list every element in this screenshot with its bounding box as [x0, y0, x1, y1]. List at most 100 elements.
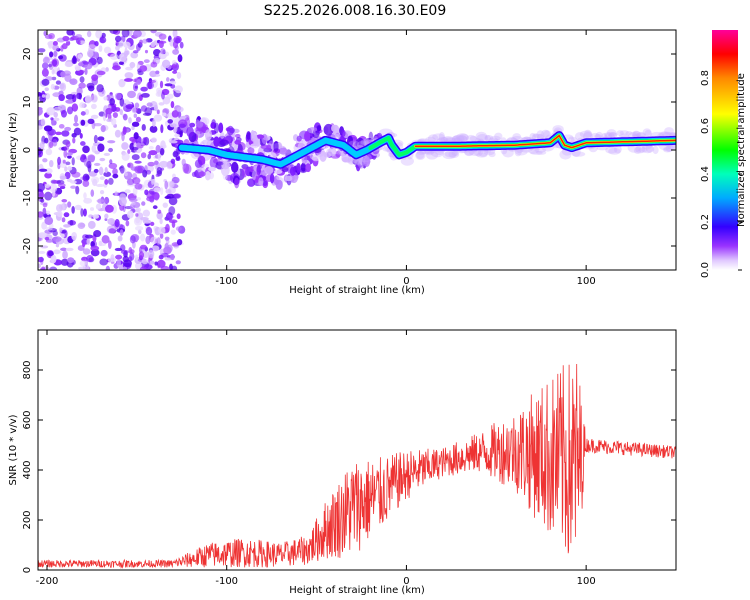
- spectrogram-noise-blob: [103, 152, 111, 156]
- spectrogram-noise-blob: [80, 111, 86, 116]
- snr-y-label: SNR (10 * v/v): [8, 414, 19, 485]
- spectrogram-noise-blob: [156, 109, 160, 115]
- spectrogram-noise-blob: [49, 51, 54, 58]
- spectrogram-noise-blob: [132, 177, 141, 185]
- spectrogram-noise-blob: [41, 68, 49, 77]
- spectrogram-halo: [494, 132, 503, 140]
- spectrogram-halo: [451, 150, 459, 156]
- spectrogram-halo: [541, 129, 550, 138]
- spectrogram-noise-blob: [122, 103, 127, 111]
- spectrogram-noise-blob: [83, 197, 93, 204]
- spectrogram-noise-blob: [127, 162, 134, 169]
- spectrogram-noise-blob: [95, 203, 102, 210]
- y-tick-label: 800: [22, 360, 33, 379]
- spectrogram-noise-blob: [172, 70, 178, 74]
- spectrogram-noise-blob: [109, 30, 119, 34]
- spectrogram-noise-blob: [58, 55, 64, 60]
- spectrogram-halo: [452, 135, 465, 143]
- spectrogram-noise-blob: [162, 202, 169, 208]
- spectrogram-noise-blob: [73, 127, 82, 136]
- spectrogram-noise-blob: [152, 118, 156, 128]
- spectrogram-noise-blob: [123, 41, 131, 48]
- spectrogram-halo: [438, 132, 446, 142]
- spectrogram-halo: [469, 135, 478, 142]
- spectrogram-noise-blob: [93, 162, 101, 167]
- spectrogram-halo: [453, 134, 467, 141]
- spectrogram-noise-blob: [45, 226, 53, 231]
- spectrogram-halo: [464, 149, 474, 157]
- spectrogram-transition-blob: [189, 122, 196, 128]
- spectrogram-halo: [427, 134, 439, 144]
- spectrogram-noise-blob: [129, 197, 138, 203]
- spectrogram-noise-blob: [45, 148, 53, 156]
- spectrogram-transition-blob: [253, 135, 259, 147]
- spectrogram-noise-blob: [150, 30, 157, 34]
- spectrogram-noise-blob: [84, 67, 88, 76]
- spectrogram-noise-blob: [60, 109, 67, 118]
- spectrogram-noise-blob: [123, 266, 128, 270]
- spectrogram-noise-blob: [145, 226, 153, 236]
- spectrogram-transition-blob: [273, 140, 279, 153]
- spectrogram-noise-blob: [125, 104, 135, 109]
- spectrogram-transition-blob: [281, 166, 289, 173]
- spectrogram-transition-blob: [304, 131, 311, 142]
- spectrogram-noise-blob: [101, 32, 106, 38]
- spectrogram-noise-blob: [64, 61, 73, 68]
- spectrogram-noise-blob: [104, 213, 109, 219]
- spectrogram-noise-blob: [38, 107, 43, 116]
- spectrogram-noise-blob: [69, 78, 78, 86]
- spectrogram-noise-blob: [56, 211, 63, 217]
- spectrogram-noise-blob: [142, 38, 148, 44]
- spectrogram-noise-blob: [168, 219, 178, 224]
- spectrogram-transition-blob: [247, 147, 255, 155]
- spectrogram-transition-blob: [341, 129, 346, 137]
- spectrogram-noise-blob: [164, 180, 169, 190]
- spectrogram-transition-blob: [289, 166, 296, 176]
- spectrogram-transition-blob: [231, 161, 239, 173]
- spectrogram-noise-blob: [110, 105, 117, 112]
- colorbar-label: Normalized spectral amplitude: [736, 73, 747, 227]
- spectrogram-noise-blob: [112, 168, 118, 175]
- spectrogram-noise-blob: [171, 64, 178, 69]
- spectrogram-noise-blob: [172, 30, 178, 38]
- spectrogram-transition-blob: [323, 123, 334, 136]
- spectrogram-noise-blob: [112, 112, 118, 118]
- spectrogram-noise-blob: [108, 228, 116, 234]
- spectrogram-noise-blob: [60, 45, 64, 52]
- y-tick-label: 0: [22, 567, 33, 573]
- spectrogram-noise-blob: [131, 201, 136, 206]
- spectrogram-noise-blob: [119, 97, 125, 107]
- spectrogram-halo: [608, 147, 621, 155]
- spectrogram-noise-blob: [167, 119, 173, 124]
- spectrogram-halo: [635, 145, 646, 154]
- spectrogram-noise-blob: [160, 48, 166, 55]
- spectrogram-noise-blob: [176, 106, 184, 113]
- spectrogram-noise-blob: [50, 83, 56, 90]
- spectrogram-noise-blob: [93, 168, 99, 173]
- spectrogram-noise-blob: [60, 233, 65, 238]
- spectrogram-noise-blob: [93, 122, 102, 127]
- spectrogram-noise-blob: [172, 49, 180, 55]
- spectrogram-noise-blob: [114, 219, 120, 228]
- spectrogram-halo: [438, 136, 449, 143]
- spectrogram-noise-blob: [40, 198, 45, 203]
- spectrogram-noise-blob: [79, 76, 85, 83]
- spectrogram-noise-blob: [155, 144, 161, 153]
- spectrogram-noise-blob: [38, 211, 44, 218]
- spectrogram-noise-blob: [92, 214, 100, 219]
- spectrogram-transition-blob: [196, 121, 204, 128]
- spectrogram-noise-blob: [121, 132, 125, 142]
- spectrogram-halo: [645, 143, 653, 153]
- spectrogram-halo: [535, 150, 547, 155]
- spectrogram-halo: [543, 130, 552, 139]
- spectrogram-noise-blob: [119, 165, 125, 174]
- spectrogram-noise-blob: [112, 65, 121, 71]
- spectrogram-noise-blob: [71, 56, 78, 65]
- spectrogram-noise-blob: [64, 166, 68, 172]
- spectrogram-noise-blob: [98, 243, 106, 247]
- spectrogram-halo: [489, 135, 501, 142]
- spectrogram-noise-blob: [69, 180, 77, 184]
- spectrogram-noise-blob: [168, 206, 176, 216]
- spectrogram-noise-blob: [176, 239, 183, 246]
- spectrogram-halo: [484, 135, 494, 142]
